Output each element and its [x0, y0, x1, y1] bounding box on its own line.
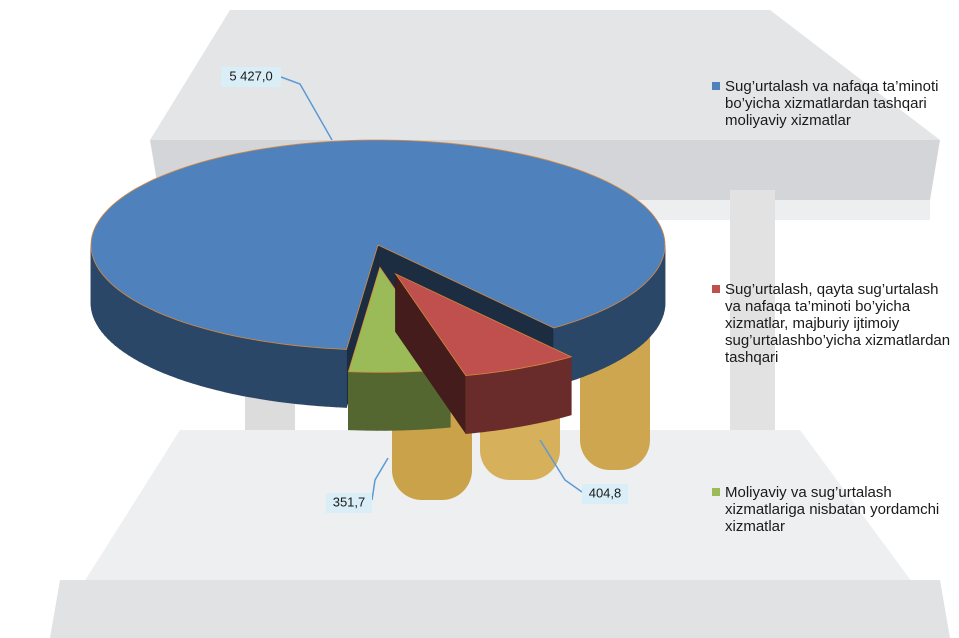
slice-side	[512, 368, 521, 428]
slice-side	[376, 372, 385, 430]
slice-side	[414, 371, 423, 429]
legend-swatch	[712, 488, 720, 496]
value-label: 5 427,0	[229, 68, 272, 83]
slice-side	[119, 291, 124, 352]
slice-side	[157, 312, 164, 373]
legend-text: Sug’urtalash, qayta sug’urtalash va nafa…	[712, 281, 952, 366]
slice-side	[654, 271, 657, 333]
slice-side	[348, 372, 357, 430]
slice-side	[111, 284, 115, 345]
slice-side	[475, 374, 484, 433]
slice-side	[200, 327, 208, 387]
slice-side	[590, 313, 597, 374]
slice-side	[192, 325, 200, 385]
slice-side	[547, 361, 555, 421]
slice-side	[185, 323, 193, 383]
slice-side	[108, 280, 112, 341]
slice-side	[233, 336, 242, 396]
slice-side	[404, 372, 413, 430]
slice-side	[563, 357, 571, 417]
slice-side	[539, 363, 548, 423]
slice-side	[145, 306, 151, 367]
slice-side	[164, 315, 171, 376]
legend-text: Sug’urtalash va nafaqa ta’minoti bo’yich…	[712, 78, 952, 129]
legend-swatch	[712, 285, 720, 293]
legend-text: Moliyaviy va sug’urtalash xizmatlariga n…	[712, 484, 952, 535]
slice-side	[216, 332, 224, 392]
slice-side	[288, 345, 298, 404]
slice-side	[129, 297, 134, 358]
legend-swatch	[712, 82, 720, 90]
slice-side	[115, 287, 119, 348]
slice-side	[298, 346, 308, 405]
value-label: 404,8	[589, 485, 622, 500]
slice-side	[337, 349, 347, 408]
slice-side	[584, 316, 591, 377]
slice-side	[260, 341, 269, 400]
slice-side	[597, 310, 603, 371]
slice-side	[208, 330, 216, 390]
slice-side	[555, 359, 563, 419]
slice-side	[139, 303, 145, 364]
slice-side	[307, 347, 317, 406]
slice-side	[102, 273, 105, 335]
slice-side	[225, 334, 234, 394]
slice-side	[105, 277, 108, 339]
slice-side	[576, 318, 583, 379]
slice-side	[615, 301, 621, 362]
slice-side	[603, 307, 609, 368]
slice-side	[640, 285, 644, 346]
slice-side	[651, 274, 654, 336]
slice-side	[644, 281, 648, 342]
slice-side	[178, 320, 185, 381]
slice-side	[485, 372, 494, 431]
slice-side	[395, 372, 404, 430]
slice-side	[171, 318, 178, 379]
slice-side	[626, 295, 631, 356]
slice-side	[386, 372, 395, 430]
slice-side	[278, 344, 288, 403]
slice-side	[124, 294, 129, 355]
slice-side	[621, 298, 626, 359]
legend-item: Sug’urtalash va nafaqa ta’minoti bo’yich…	[712, 78, 952, 129]
slice-side	[269, 342, 278, 401]
legend-item: Sug’urtalash, qayta sug’urtalash va nafa…	[712, 281, 952, 366]
slice-side	[327, 348, 337, 407]
slice-side	[631, 292, 636, 353]
slice-side	[134, 300, 139, 361]
slice-side	[151, 309, 157, 370]
slice-side	[494, 371, 503, 430]
slice-side	[358, 372, 367, 430]
slice-side	[317, 348, 327, 407]
slice-side	[521, 367, 530, 427]
legend-item: Moliyaviy va sug’urtalash xizmatlariga n…	[712, 484, 952, 535]
slice-side	[466, 375, 476, 434]
slice-side	[503, 370, 512, 429]
slice-side	[647, 278, 650, 340]
slice-side	[242, 338, 251, 398]
page: 5 427,0 404,8 351,7 Sug’urtalash va nafaqa…	[0, 0, 959, 638]
value-label: 351,7	[333, 494, 366, 509]
slice-side	[367, 372, 376, 430]
slice-side	[635, 288, 639, 349]
slice-side	[530, 365, 539, 425]
slice-side	[251, 339, 260, 399]
slice-side	[609, 304, 615, 365]
